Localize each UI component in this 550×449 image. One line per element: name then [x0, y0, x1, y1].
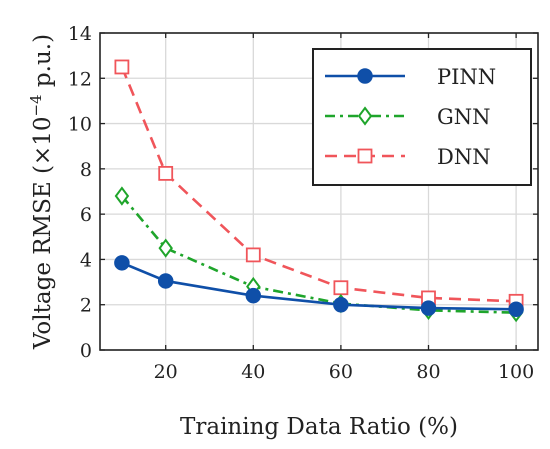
- legend-label-pinn: PINN: [437, 65, 496, 89]
- y-tick-label: 4: [80, 249, 92, 271]
- x-tick-label: 20: [154, 361, 178, 383]
- x-tick-label: 100: [498, 361, 534, 383]
- axis-ticks: 20 40 60 80 100 0 2 4 6 8 10 12 14: [68, 23, 538, 383]
- y-tick-label: 2: [80, 295, 92, 317]
- x-tick-label: 40: [241, 361, 265, 383]
- y-tick-label: 0: [80, 340, 92, 362]
- data-point-gnn: [114, 186, 130, 206]
- legend-marker-pinn: [357, 68, 373, 84]
- legend-marker-dnn: [357, 148, 373, 164]
- data-point-pinn: [245, 287, 262, 304]
- x-tick-label: 80: [416, 361, 440, 383]
- plot-frame: [99, 32, 539, 351]
- y-tick-label: 10: [68, 114, 92, 136]
- legend-marker-gnn: [357, 106, 373, 126]
- series-gnn: [114, 186, 524, 323]
- data-point-pinn: [114, 255, 130, 271]
- legend-label-gnn: GNN: [437, 105, 491, 129]
- data-point-gnn: [158, 238, 173, 258]
- data-point-dnn: [114, 59, 130, 75]
- series-line-gnn: [120, 195, 517, 314]
- series-line-dnn: [120, 66, 517, 303]
- series-layer: [114, 59, 524, 323]
- y-tick-label: 12: [68, 68, 92, 90]
- series-pinn: [114, 255, 524, 317]
- data-point-pinn: [157, 273, 174, 289]
- y-tick-label: 8: [80, 159, 92, 181]
- data-point-pinn: [420, 300, 437, 316]
- legend-label-dnn: DNN: [437, 145, 491, 169]
- y-axis-title: Voltage RMSE (×10−4 p.u.): [27, 34, 56, 350]
- x-tick-label: 60: [329, 361, 353, 383]
- data-point-dnn: [158, 165, 174, 181]
- series-line-pinn: [121, 261, 517, 311]
- data-point-dnn: [333, 280, 349, 296]
- series-dnn: [114, 59, 524, 309]
- data-point-dnn: [245, 247, 261, 263]
- legend-box: [312, 48, 532, 186]
- y-axis-title-tail: p.u.): [30, 34, 56, 94]
- y-tick-label: 6: [80, 204, 92, 226]
- y-axis-title-main: Voltage RMSE (×10: [30, 117, 56, 351]
- data-point-pinn: [333, 296, 349, 313]
- data-point-pinn: [508, 301, 524, 317]
- legend: PINN GNN DNN: [312, 48, 532, 186]
- y-axis-title-exponent: −4: [27, 94, 45, 116]
- x-axis-title: Training Data Ratio (%): [180, 414, 458, 440]
- y-tick-label: 14: [68, 23, 92, 45]
